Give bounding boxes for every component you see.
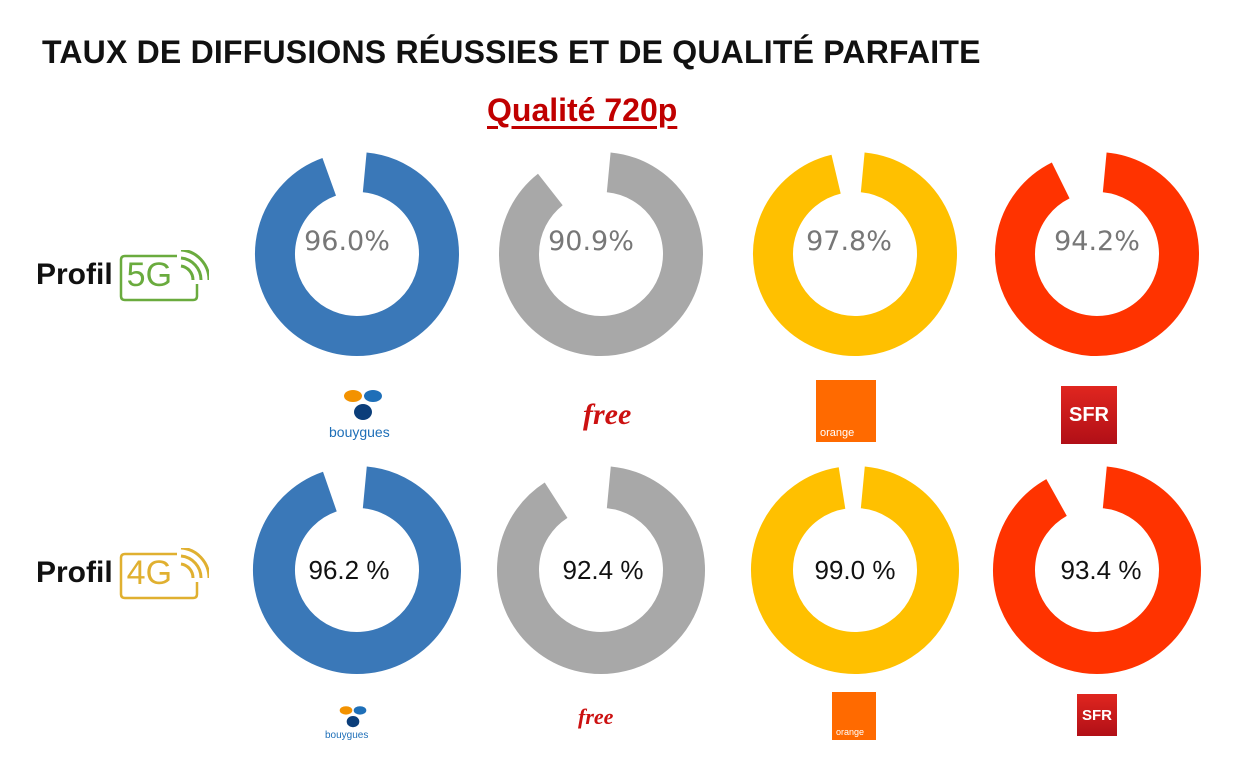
profile-5g-label: Profil 5G xyxy=(36,250,209,302)
bouygues-label: bouygues xyxy=(329,424,390,440)
orange-logo-4g: orange xyxy=(832,692,876,740)
profile-4g-label: Profil 4G xyxy=(36,548,209,600)
page-subtitle: Qualité 720p xyxy=(487,92,678,128)
sfr-logo-4g: SFR xyxy=(1077,694,1117,736)
donut-bouygues-5g xyxy=(255,152,459,356)
orange-label: orange xyxy=(820,427,855,439)
sfr-small-label: SFR xyxy=(1082,706,1112,724)
value-label-bouygues-5g: 96.0% xyxy=(304,226,390,257)
profile-4g-word: Profil xyxy=(36,556,113,589)
donut-bouygues-4g xyxy=(253,466,461,674)
bouygues-logo-5g: bouygues xyxy=(329,384,393,444)
donut-sfr-5g xyxy=(995,152,1199,356)
profile-5g-badge: 5G xyxy=(119,250,209,302)
value-label-sfr-5g: 94.2% xyxy=(1054,226,1140,257)
value-label-orange-4g: 99.0 % xyxy=(814,555,896,585)
profile-5g-word: Profil xyxy=(36,258,113,291)
profile-5g-gen: 5G xyxy=(126,256,173,294)
sfr-logo-5g: SFR xyxy=(1061,386,1117,444)
free-logo-4g: free xyxy=(578,704,614,729)
orange-logo-5g: orange xyxy=(816,380,876,442)
value-label-orange-5g: 97.8% xyxy=(806,226,892,257)
profile-4g-badge: 4G xyxy=(119,548,209,600)
bouygues-icon xyxy=(344,390,382,420)
free-logo-5g: free xyxy=(583,398,632,431)
value-label-sfr-4g: 93.4 % xyxy=(1060,555,1142,585)
donut-sfr-4g xyxy=(993,466,1201,674)
page-title: TAUX DE DIFFUSIONS RÉUSSIES ET DE QUALIT… xyxy=(42,34,981,70)
value-label-bouygues-4g: 96.2 % xyxy=(308,555,390,585)
signal-5g-icon xyxy=(119,250,209,302)
donut-orange-5g xyxy=(753,152,957,356)
donut-orange-4g xyxy=(751,466,959,674)
donut-free-5g xyxy=(499,152,703,356)
bouygues-small-icon xyxy=(339,706,367,728)
profile-4g-gen: 4G xyxy=(126,554,173,592)
bouygues-logo-4g: bouygues xyxy=(325,702,375,748)
signal-4g-icon xyxy=(119,548,209,600)
value-label-free-5g: 90.9% xyxy=(548,226,634,257)
orange-small-label: orange xyxy=(836,727,865,737)
sfr-label: SFR xyxy=(1069,403,1109,426)
bouygues-small-label: bouygues xyxy=(325,730,369,741)
donut-free-4g xyxy=(497,466,705,674)
value-label-free-4g: 92.4 % xyxy=(562,555,644,585)
